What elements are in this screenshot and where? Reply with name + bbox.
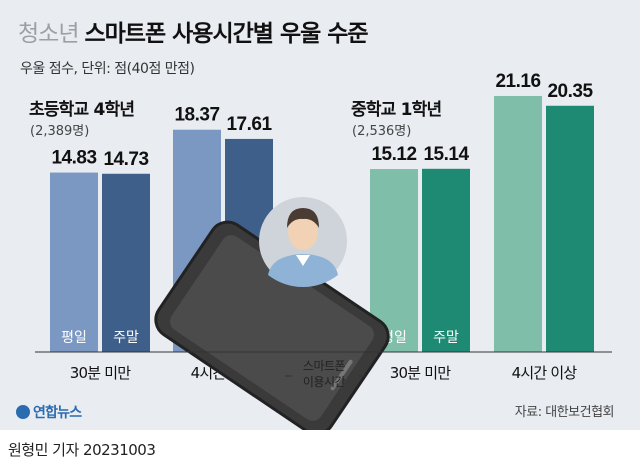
group-n-elementary: (2,389명): [30, 124, 90, 139]
group-title-elementary: 초등학교 4학년: [29, 100, 135, 120]
logo-mark-icon: [16, 405, 30, 419]
category-label: 30분 미만: [390, 364, 451, 382]
source-note: 자료: 대한보건협회: [514, 405, 615, 420]
title-bold: 스마트폰 사용시간별 우울 수준: [84, 21, 368, 47]
axis-note-line2: 이용시간: [303, 375, 346, 389]
chart-title: 청소년 스마트폰 사용시간별 우울 수준: [18, 14, 369, 48]
title-light: 청소년: [18, 21, 79, 47]
bar: [494, 95, 542, 353]
footer-strip: [0, 430, 640, 465]
bar: [50, 172, 98, 352]
value-label: 15.14: [423, 144, 469, 165]
series-label: 평일: [61, 330, 87, 346]
byline: 원형민 기자 20231003: [8, 441, 156, 459]
bar: [546, 105, 594, 352]
bar-chart: 14.83 평일 14.73 주말 30분 미만 18.37 17.61 4시간 이상 15.1…: [35, 71, 612, 430]
logo-text: 연합뉴스: [33, 405, 82, 421]
phone-user-illustration: [154, 197, 390, 430]
category-label: 4시간 이상: [512, 364, 578, 382]
chart-subtitle: 우울 점수, 단위: 점(40점 만점): [20, 61, 195, 77]
series-label: 주말: [113, 330, 139, 346]
user-avatar-icon: [259, 197, 347, 287]
category-label: 30분 미만: [70, 364, 131, 382]
value-label: 20.35: [547, 81, 593, 102]
yonhap-logo: 연합뉴스: [16, 402, 82, 422]
value-label: 18.37: [174, 105, 219, 126]
value-label: 21.16: [495, 71, 540, 92]
group-title-middle: 중학교 1학년: [351, 100, 442, 120]
value-label: 17.61: [226, 114, 272, 135]
bar: [102, 173, 150, 352]
group-n-middle: (2,536명): [352, 124, 412, 139]
value-label: 14.73: [103, 149, 148, 170]
value-label: 15.12: [371, 144, 416, 165]
axis-note-line1: 스마트폰: [303, 359, 346, 373]
value-label: 14.83: [51, 148, 96, 169]
x-axis: 스마트폰 이용시간: [35, 351, 612, 389]
series-label: 주말: [433, 330, 459, 346]
bar: [422, 168, 470, 352]
phone-icon: [154, 220, 390, 430]
